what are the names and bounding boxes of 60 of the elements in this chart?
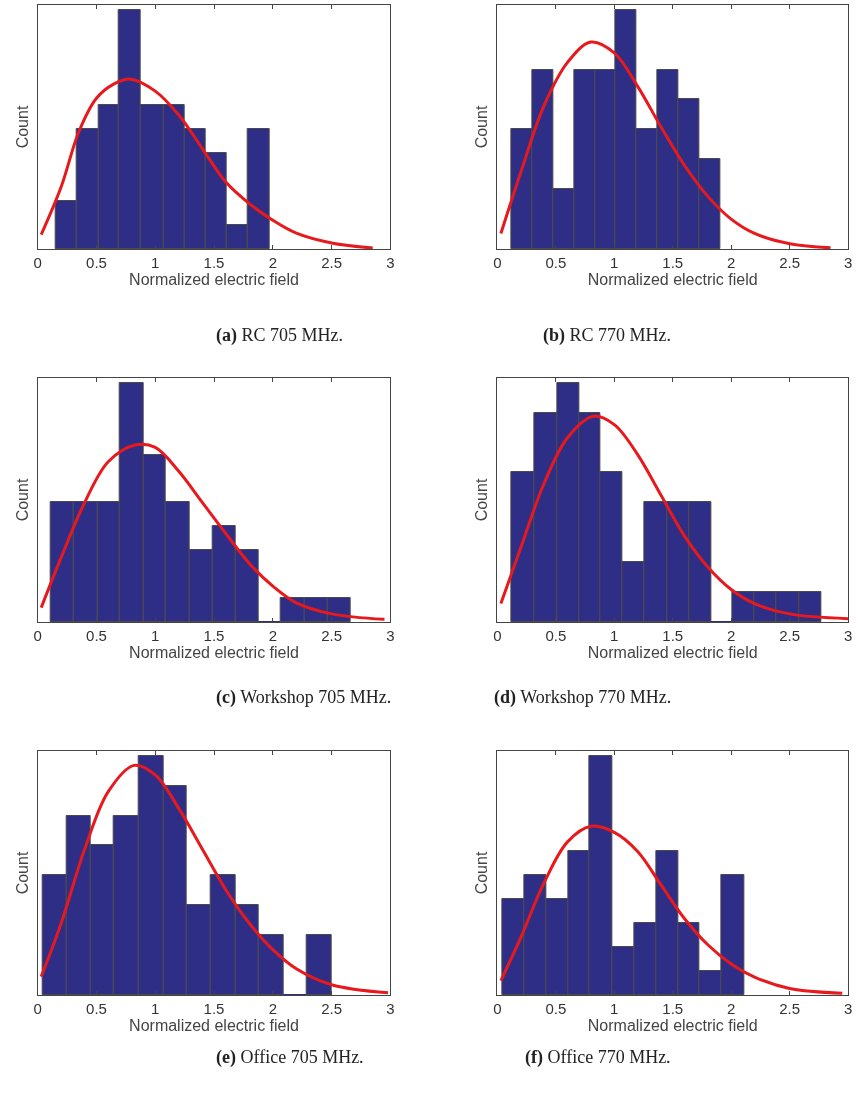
text: (d) Workshop 770 MHz. (494, 687, 672, 708)
x-tick-label: 1.5 (203, 627, 225, 644)
text: (e) Office 705 MHz. (216, 1047, 364, 1068)
x-tick-label: 2 (727, 627, 736, 644)
x-tick-label: 2 (727, 1000, 736, 1017)
x-axis-title: Normalized electric field (587, 644, 758, 661)
x-tick-label: 0.5 (86, 1000, 107, 1017)
y-axis-title: Count (473, 851, 491, 895)
text: (c) Workshop 705 MHz. (216, 687, 392, 708)
x-tick-label: 0.5 (545, 1000, 567, 1017)
y-axis-title: Count (13, 478, 31, 522)
x-tick-label: 1 (610, 254, 619, 271)
x-tick-label: 0 (493, 627, 502, 644)
x-tick-label: 2.5 (321, 627, 343, 644)
x-tick-label: 1 (151, 627, 160, 644)
x-tick-label: 3 (386, 254, 395, 271)
x-tick-label: 2 (727, 254, 736, 271)
x-tick-label: 1 (610, 1000, 619, 1017)
x-tick-label: 2.5 (321, 254, 343, 271)
x-tick-label: 2 (268, 627, 277, 644)
x-tick-label: 2.5 (779, 627, 801, 644)
x-tick-label: 0.5 (545, 627, 567, 644)
x-axis-title: Normalized electric field (587, 1017, 758, 1034)
x-tick-label: 1 (610, 627, 619, 644)
text: (a) RC 705 MHz. (216, 325, 344, 346)
x-tick-label: 1.5 (203, 1000, 225, 1017)
x-tick-label: 0 (493, 254, 502, 271)
x-tick-label: 2 (268, 254, 277, 271)
x-axis-title: Normalized electric field (587, 271, 758, 288)
x-tick-label: 2.5 (321, 1000, 343, 1017)
text: (b) RC 770 MHz. (543, 325, 672, 346)
x-tick-label: 1.5 (662, 254, 684, 271)
x-tick-label: 3 (843, 254, 853, 271)
x-tick-label: 3 (386, 1000, 395, 1017)
y-axis-title: Count (13, 105, 31, 149)
x-tick-label: 1.5 (662, 1000, 684, 1017)
text: (f) Office 770 MHz. (525, 1047, 671, 1068)
y-axis-title: Count (13, 851, 31, 895)
x-axis-title: Normalized electric field (129, 1017, 299, 1034)
x-tick-label: 3 (843, 1000, 853, 1017)
x-tick-label: 0 (493, 1000, 502, 1017)
x-tick-label: 2 (268, 1000, 277, 1017)
x-tick-label: 1 (151, 1000, 160, 1017)
x-tick-label: 2.5 (779, 254, 801, 271)
x-tick-label: 1 (151, 254, 160, 271)
x-axis-title: Normalized electric field (129, 271, 299, 288)
x-tick-label: 0.5 (86, 254, 107, 271)
x-tick-label: 0.5 (86, 627, 107, 644)
x-tick-label: 0 (33, 1000, 42, 1017)
x-axis-title: Normalized electric field (129, 644, 299, 661)
y-axis-title: Count (473, 478, 491, 522)
x-tick-label: 3 (386, 627, 395, 644)
x-tick-label: 3 (843, 627, 853, 644)
x-tick-label: 1.5 (203, 254, 225, 271)
x-tick-label: 0.5 (545, 254, 567, 271)
x-tick-label: 0 (33, 627, 42, 644)
x-tick-label: 2.5 (779, 1000, 801, 1017)
x-tick-label: 1.5 (662, 627, 684, 644)
y-axis-title: Count (473, 105, 491, 149)
x-tick-label: 0 (33, 254, 42, 271)
